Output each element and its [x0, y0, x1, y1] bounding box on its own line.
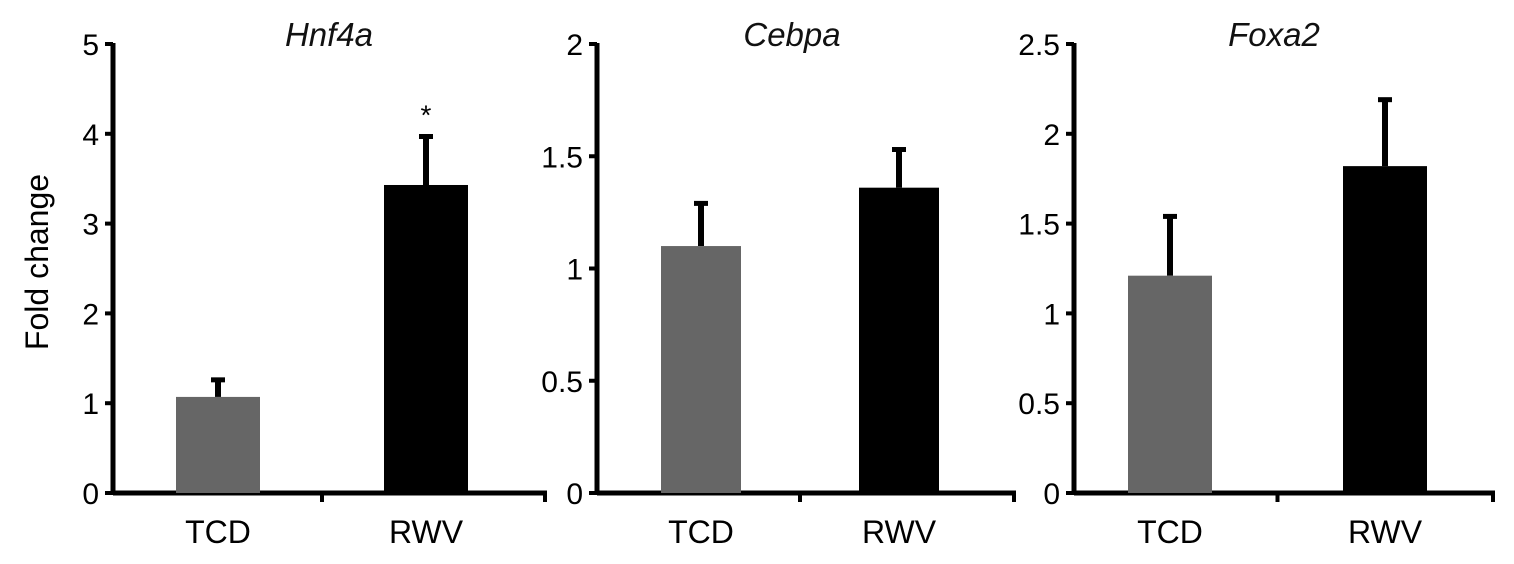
panel-1-category-label-rwv: RWV [389, 514, 464, 550]
panel-1-y-tick-label: 0 [82, 478, 99, 511]
panel-2-bar-rwv [859, 187, 939, 493]
panel-3-y-tick-label: 0 [1043, 478, 1060, 511]
panel-3-bar-rwv [1343, 166, 1427, 494]
panel-2-y-tick-label: 0.5 [541, 366, 583, 399]
panel-2-y-tick-label: 1.5 [541, 141, 583, 174]
panel-3-category-label-rwv: RWV [1348, 514, 1423, 550]
panel-2-y-tick-label: 2 [566, 29, 583, 62]
panel-3-y-tick-label: 2 [1043, 119, 1060, 152]
panel-1-y-tick-label: 1 [82, 388, 99, 421]
y-axis-label: Fold change [19, 174, 55, 350]
panel-1-significance-marker: * [421, 99, 432, 130]
panel-3-category-label-tcd: TCD [1137, 514, 1203, 550]
panel-1-category-label-tcd: TCD [185, 514, 251, 550]
panel-3-y-tick-label: 0.5 [1018, 388, 1060, 421]
panel-1-y-tick-label: 5 [82, 29, 99, 62]
panel-1-title: Hnf4a [285, 16, 373, 53]
panel-3-title: Foxa2 [1228, 16, 1320, 53]
panel-3-y-tick-label: 1.5 [1018, 209, 1060, 242]
panel-3-y-tick-label: 1 [1043, 298, 1060, 331]
panel-2-y-tick-label: 0 [566, 478, 583, 511]
panel-1-y-tick-label: 2 [82, 298, 99, 331]
panel-2-category-label-tcd: TCD [668, 514, 734, 550]
panel-1-bar-tcd [176, 396, 260, 493]
panel-1-y-tick-label: 3 [82, 209, 99, 242]
panel-2-title: Cebpa [743, 16, 840, 53]
panel-2-bar-tcd [661, 246, 741, 493]
panel-2-category-label-rwv: RWV [862, 514, 937, 550]
panel-1-bar-rwv [384, 184, 468, 493]
panel-1-y-tick-label: 4 [82, 119, 99, 152]
panel-2-y-tick-label: 1 [566, 254, 583, 287]
panel-3-bar-tcd [1128, 275, 1212, 493]
panel-3-y-tick-label: 2.5 [1018, 29, 1060, 62]
